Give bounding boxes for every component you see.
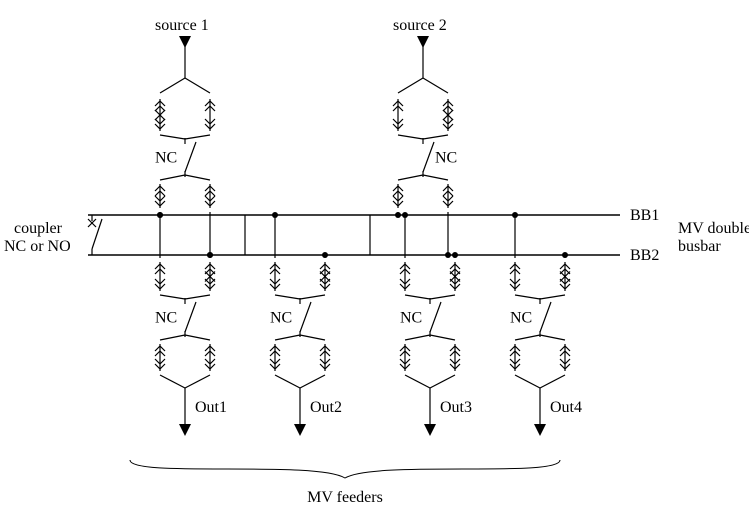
nc-label: NC <box>400 310 422 327</box>
out-label: Out2 <box>310 399 342 416</box>
coupler-label-1: coupler <box>14 220 63 237</box>
source1-label: source 1 <box>155 17 209 34</box>
source2-label: source 2 <box>393 17 447 34</box>
out-label: Out3 <box>440 399 472 416</box>
coupler-label-2: NC or NO <box>4 238 71 255</box>
bb2-label: BB2 <box>630 247 659 264</box>
nc-label: NC <box>435 150 457 167</box>
nc-label: NC <box>510 310 532 327</box>
bb1-label: BB1 <box>630 207 659 224</box>
feeders-label: MV feeders <box>307 489 383 506</box>
nc-label: NC <box>155 150 177 167</box>
nc-label: NC <box>270 310 292 327</box>
out-label: Out1 <box>195 399 227 416</box>
out-label: Out4 <box>550 399 582 416</box>
feeders-brace <box>130 460 560 478</box>
single-line-diagram: BB1 BB2 MV double busbarbusbar couplerNC or… <box>0 0 749 523</box>
nc-label: NC <box>155 310 177 327</box>
side-label-2: busbar <box>678 238 721 255</box>
side-label-1: MV double busbar <box>678 220 749 237</box>
